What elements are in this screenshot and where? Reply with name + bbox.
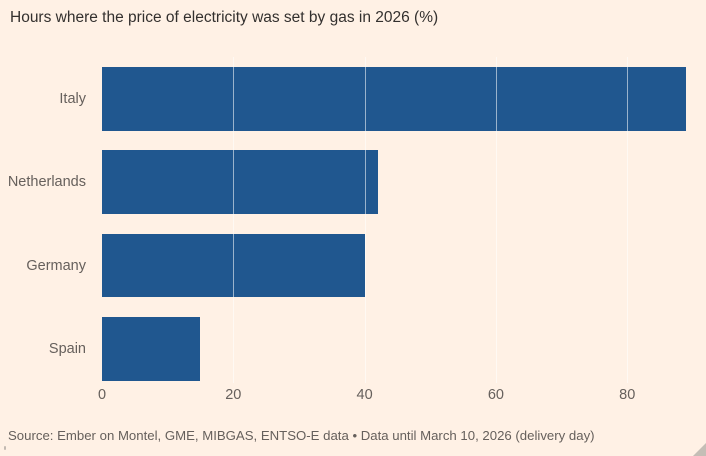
x-tick-label-40: 40 — [356, 387, 373, 403]
plot-area — [102, 67, 706, 381]
x-axis: 0 20 40 60 80 — [98, 387, 706, 405]
bar-netherlands — [102, 150, 378, 215]
category-labels: Italy Netherlands Germany Spain — [0, 67, 86, 381]
bar-spain — [102, 317, 201, 381]
x-tick-label-80: 80 — [619, 387, 636, 403]
resize-grip-icon[interactable] — [693, 443, 706, 456]
bar-germany — [102, 233, 365, 298]
bar-italy — [102, 67, 687, 131]
category-label-netherlands: Netherlands — [7, 174, 86, 191]
x-tick-label-60: 60 — [487, 387, 504, 403]
x-tick-label-0: 0 — [97, 387, 107, 403]
category-label-spain: Spain — [48, 341, 86, 358]
source-caption: Source: Ember on Montel, GME, MIBGAS, EN… — [8, 428, 595, 443]
x-tick-label-20: 20 — [225, 387, 242, 403]
stray-mark — [4, 446, 6, 450]
category-label-italy: Italy — [59, 90, 86, 107]
category-label-germany: Germany — [26, 257, 86, 274]
chart-title: Hours where the price of electricity was… — [10, 9, 439, 26]
